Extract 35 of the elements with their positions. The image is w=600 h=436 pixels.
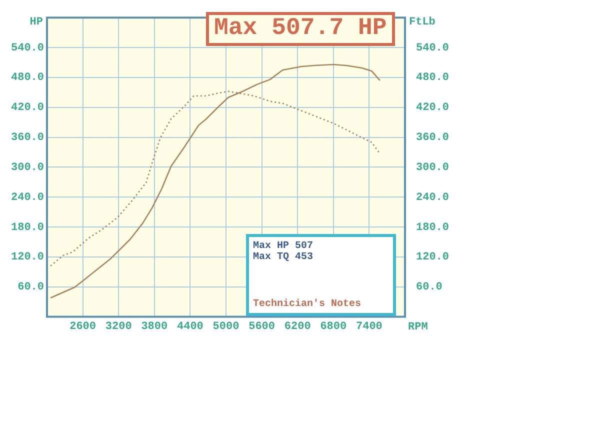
x-tick-label: 6200 [284, 321, 311, 334]
x-tick-label: 2600 [70, 321, 96, 334]
y2-tick-label: 360.0 [416, 132, 450, 144]
annotation: Technician's Notes [253, 299, 362, 310]
y2-tick-label: 540.0 [416, 42, 450, 54]
annotation: Max HP 507 [253, 241, 314, 252]
y-tick-label: 420.0 [10, 102, 44, 114]
notes-box: Max HP 507 Max TQ 453 Technician's Notes [246, 234, 396, 316]
y-axis-title: HP [30, 16, 44, 28]
y-tick-label: 180.0 [10, 222, 44, 234]
title-box: Max 507.7 HP [206, 12, 395, 46]
x-axis-title: RPM [408, 322, 428, 334]
x-tick-label: 3200 [105, 321, 132, 334]
y2-tick-label: 60.0 [416, 282, 442, 294]
y-tick-label: 300.0 [10, 162, 44, 174]
x-tick-label: 6800 [320, 321, 347, 334]
y-tick-label: 360.0 [10, 132, 44, 144]
x-tick-label: 3800 [141, 321, 168, 334]
x-tick-label: 5600 [248, 321, 275, 334]
x-tick-label: 4400 [177, 321, 204, 334]
y2-tick-label: 180.0 [416, 222, 450, 234]
x-tick-label: 5000 [212, 321, 240, 334]
y2-axis-title: FtLb [408, 16, 436, 28]
y-tick-label: 60.0 [18, 282, 44, 294]
y-tick-label: 120.0 [10, 252, 44, 264]
y2-tick-label: 480.0 [416, 72, 450, 84]
y2-tick-label: 120.0 [416, 252, 450, 264]
y-tick-label: 480.0 [10, 72, 44, 84]
annotation: Max TQ 453 [253, 252, 314, 263]
y2-tick-label: 420.0 [416, 102, 450, 114]
y2-tick-label: 300.0 [416, 162, 450, 174]
y2-tick-label: 240.0 [416, 192, 450, 204]
x-tick-label: 7400 [356, 321, 382, 334]
y-tick-label: 240.0 [10, 192, 44, 204]
y-tick-label: 540.0 [10, 42, 44, 54]
